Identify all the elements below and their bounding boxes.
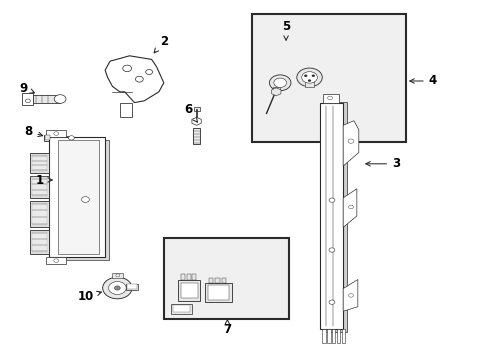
Circle shape	[304, 75, 306, 77]
Circle shape	[273, 78, 286, 87]
Circle shape	[68, 136, 74, 140]
Bar	[120, 103, 132, 117]
Bar	[46, 130, 66, 137]
Bar	[32, 203, 47, 225]
Circle shape	[328, 198, 334, 202]
Bar	[272, 87, 279, 91]
Circle shape	[116, 274, 120, 277]
Circle shape	[114, 286, 120, 290]
Bar	[181, 274, 185, 280]
Polygon shape	[105, 56, 163, 103]
Circle shape	[327, 96, 332, 100]
Text: 5: 5	[282, 21, 289, 40]
Polygon shape	[343, 189, 356, 228]
Bar	[186, 274, 190, 280]
Bar	[30, 153, 49, 173]
Text: 6: 6	[184, 103, 197, 122]
Bar	[33, 95, 60, 103]
Circle shape	[135, 76, 143, 82]
Bar	[320, 103, 343, 329]
Bar	[193, 128, 200, 144]
Text: 1: 1	[36, 174, 52, 186]
Circle shape	[54, 95, 66, 103]
Bar	[32, 177, 47, 196]
Text: 4: 4	[409, 75, 436, 87]
Bar	[32, 155, 47, 171]
Circle shape	[81, 197, 89, 202]
Bar	[178, 280, 200, 301]
Bar	[30, 176, 49, 198]
Circle shape	[269, 75, 290, 91]
Polygon shape	[343, 279, 357, 311]
Bar	[51, 136, 70, 140]
Circle shape	[145, 69, 152, 75]
Bar	[44, 135, 51, 141]
Circle shape	[54, 132, 59, 135]
Circle shape	[301, 72, 317, 83]
Polygon shape	[191, 117, 201, 125]
Circle shape	[25, 99, 30, 103]
Bar	[192, 274, 196, 280]
Text: 2: 2	[154, 35, 167, 53]
Bar	[326, 329, 330, 343]
Text: 10: 10	[77, 291, 101, 303]
Bar	[163, 238, 288, 319]
Polygon shape	[271, 88, 281, 96]
Bar	[30, 230, 49, 254]
Polygon shape	[343, 121, 358, 166]
Circle shape	[347, 139, 353, 143]
Bar	[53, 140, 109, 260]
Circle shape	[54, 259, 59, 262]
Bar	[126, 284, 138, 290]
Text: 3: 3	[365, 157, 399, 170]
Circle shape	[122, 65, 131, 72]
Bar	[22, 93, 33, 105]
Circle shape	[307, 80, 310, 82]
Circle shape	[311, 75, 314, 77]
Text: 9: 9	[20, 82, 35, 95]
Bar	[305, 78, 313, 87]
Bar	[30, 201, 49, 227]
Text: 7: 7	[223, 320, 231, 336]
Bar	[32, 232, 47, 252]
Bar	[46, 257, 66, 264]
Bar	[112, 273, 123, 278]
Bar	[193, 107, 199, 111]
Circle shape	[328, 300, 334, 304]
Bar	[173, 305, 189, 312]
Text: 8: 8	[24, 125, 42, 138]
Circle shape	[102, 277, 132, 299]
Circle shape	[296, 68, 322, 87]
Bar	[221, 278, 225, 283]
Bar	[208, 285, 229, 300]
Bar	[208, 278, 213, 283]
Bar	[323, 102, 346, 332]
Bar	[322, 329, 325, 343]
Bar	[127, 284, 137, 289]
Circle shape	[348, 205, 353, 209]
Bar	[341, 329, 345, 343]
Bar	[58, 140, 99, 254]
Bar	[331, 329, 335, 343]
Bar	[181, 283, 198, 298]
Circle shape	[328, 248, 334, 252]
Bar	[251, 14, 405, 142]
Circle shape	[348, 293, 353, 297]
Bar	[171, 304, 191, 314]
Bar	[322, 94, 339, 103]
Circle shape	[108, 282, 126, 294]
Bar	[49, 137, 105, 257]
Bar	[45, 135, 50, 140]
Bar	[336, 329, 340, 343]
Bar	[205, 283, 232, 302]
Bar	[215, 278, 219, 283]
